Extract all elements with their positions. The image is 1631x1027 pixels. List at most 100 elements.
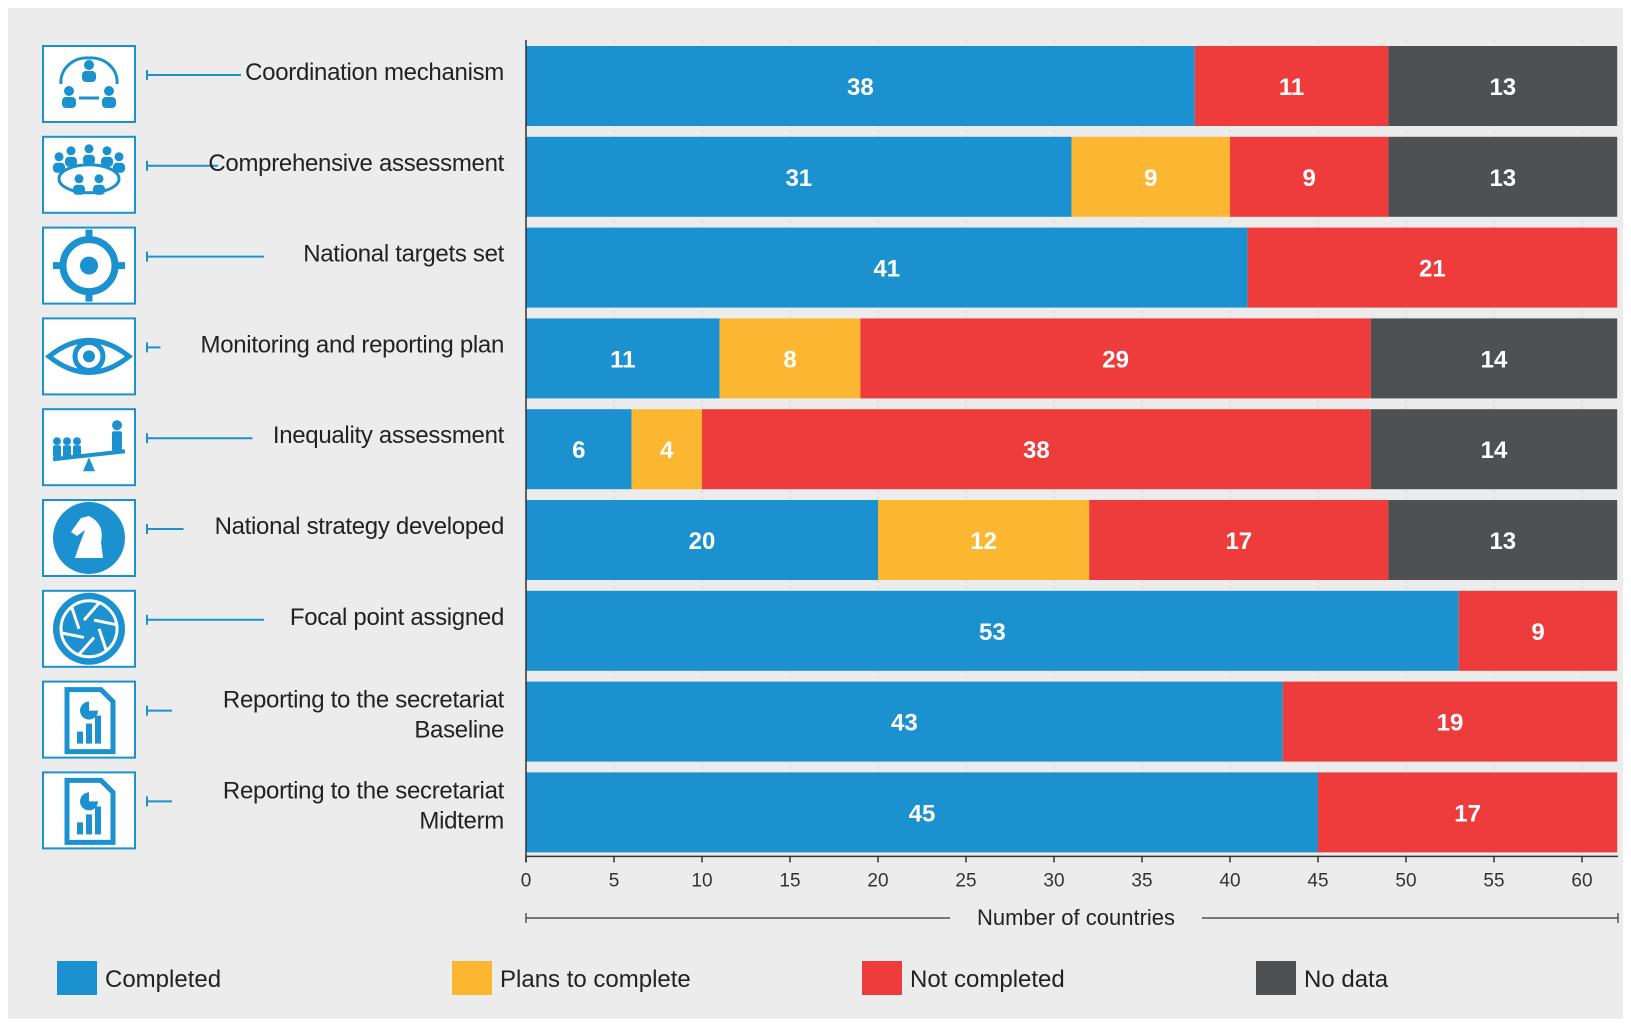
- data-label: 53: [979, 619, 1006, 646]
- category-label-line: Coordination mechanism: [245, 59, 504, 86]
- report-bar: [86, 723, 92, 744]
- person-body: [63, 445, 71, 458]
- person-body: [113, 162, 125, 173]
- bar-segment: [526, 318, 720, 399]
- person-head: [102, 146, 112, 156]
- person-body: [73, 184, 85, 195]
- data-label: 12: [970, 528, 997, 555]
- person-body: [83, 154, 95, 165]
- aperture-blade: [61, 631, 85, 639]
- bar-row: Monitoring and reporting plan 11 8 29 14: [42, 317, 1618, 399]
- category-label-line: Reporting to the secretariat: [223, 687, 505, 714]
- category-label: Reporting to the secretariat Midterm: [223, 777, 505, 834]
- category-label: Inequality assessment: [273, 422, 505, 449]
- data-label: 38: [1023, 437, 1050, 464]
- legend-label: Completed: [105, 966, 221, 993]
- x-tick-label: 40: [1219, 870, 1240, 891]
- data-label: 13: [1489, 528, 1516, 555]
- report-bar: [86, 814, 92, 835]
- data-label: 13: [1489, 165, 1516, 192]
- category-label-line: National targets set: [303, 241, 504, 268]
- aperture-blade: [82, 601, 101, 622]
- target-icon: [42, 226, 136, 305]
- x-tick-label: 5: [609, 870, 620, 891]
- data-label: 14: [1481, 346, 1508, 373]
- legend-item: No data: [1256, 961, 1389, 995]
- data-label: 29: [1102, 346, 1129, 373]
- legend-item: Plans to complete: [452, 961, 691, 995]
- bar-segment: [526, 681, 1283, 762]
- bar-segment: [878, 500, 1090, 580]
- bar-segment: [1071, 136, 1230, 217]
- bar-segment: [702, 409, 1371, 490]
- x-tick-label: 0: [521, 870, 532, 891]
- link-arc: [88, 56, 119, 85]
- legend: Completed Plans to complete Not completed N…: [57, 961, 1389, 995]
- data-label: 9: [1303, 165, 1316, 192]
- aperture-ring: [59, 599, 119, 659]
- bar-segment: [1318, 772, 1618, 853]
- eye-pupil: [83, 350, 95, 363]
- bar-segment: [1089, 500, 1389, 580]
- target-center: [80, 256, 98, 275]
- data-label: 19: [1437, 710, 1464, 737]
- report-page: [64, 687, 116, 755]
- aperture-blade: [77, 636, 96, 656]
- person-body: [62, 97, 76, 108]
- seesaw-beam: [52, 449, 126, 462]
- bar-segment: [1194, 46, 1389, 126]
- data-label: 17: [1225, 528, 1252, 555]
- legend-swatch: [862, 961, 902, 995]
- aperture-blade: [70, 606, 81, 630]
- person-head: [64, 86, 74, 96]
- bar-segment: [1247, 227, 1618, 308]
- category-label: National strategy developed: [215, 513, 504, 540]
- bar-row: National targets set 41 21: [42, 226, 1618, 308]
- category-label-line: Midterm: [419, 807, 504, 834]
- category-label-line: Inequality assessment: [273, 422, 505, 449]
- report-chart-icon: [42, 771, 136, 850]
- legend-label: No data: [1304, 966, 1389, 993]
- person-head: [73, 437, 81, 446]
- person-head: [84, 60, 94, 70]
- legend-swatch: [57, 961, 97, 995]
- bar-row: Focal point assigned 53 9: [42, 589, 1618, 671]
- x-tick-label: 20: [867, 870, 888, 891]
- x-axis-title: Number of countries: [977, 905, 1175, 930]
- bar-segment: [526, 590, 1459, 671]
- data-label: 31: [785, 165, 812, 192]
- eye-icon: [42, 317, 136, 396]
- x-tick-label: 55: [1483, 870, 1504, 891]
- bar-segment: [1282, 681, 1618, 762]
- person-head: [84, 144, 94, 154]
- bar-row: Inequality assessment 6 4 38 14: [42, 408, 1618, 490]
- bar-segment: [526, 227, 1248, 308]
- data-label: 11: [610, 346, 635, 373]
- icon-box: [42, 45, 136, 123]
- data-label: 43: [891, 710, 918, 737]
- person-body: [82, 71, 96, 82]
- data-label: 45: [909, 800, 936, 827]
- data-label: 11: [1279, 74, 1304, 101]
- bar-segment: [526, 500, 878, 580]
- category-label-line: National strategy developed: [215, 513, 504, 540]
- bar-segment: [631, 409, 702, 490]
- category-label: Coordination mechanism: [245, 59, 504, 86]
- eye-iris: [72, 339, 106, 373]
- person-body: [53, 162, 65, 173]
- bar-segment: [526, 772, 1318, 853]
- data-label: 9: [1144, 165, 1157, 192]
- bar-rows: Coordination mechanism 38 11 13 Comprehensiv…: [42, 45, 1618, 853]
- report-chart-icon: [42, 680, 136, 759]
- category-label: Focal point assigned: [290, 604, 504, 631]
- report-pie: [80, 792, 98, 811]
- person-body: [53, 445, 61, 458]
- person-body: [112, 431, 122, 452]
- category-label-line: Comprehensive assessment: [208, 150, 504, 177]
- bar-segment: [526, 46, 1195, 126]
- people-network-icon: [42, 45, 136, 123]
- category-label: National targets set: [303, 241, 504, 268]
- person-head: [63, 437, 71, 446]
- aperture-blade: [93, 618, 117, 627]
